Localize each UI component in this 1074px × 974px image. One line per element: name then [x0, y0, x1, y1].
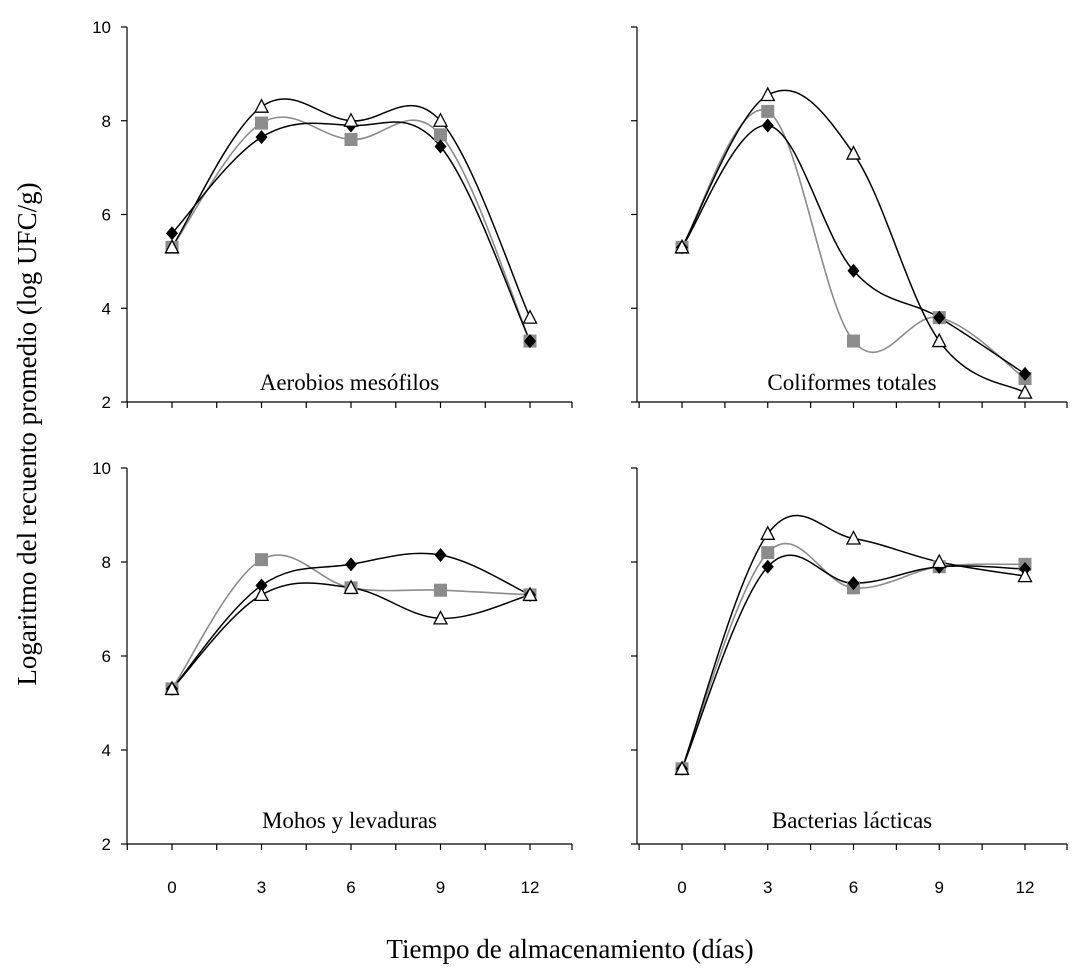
data-point-triangle — [1017, 384, 1033, 399]
data-point-triangle — [931, 553, 947, 569]
y-tick-label: 6 — [102, 206, 111, 225]
x-tick-label: 6 — [346, 878, 355, 897]
x-tick-label: 0 — [167, 878, 176, 897]
data-point-triangle — [760, 86, 776, 102]
x-tick-label: 9 — [436, 878, 445, 897]
panel-title: Coliformes totales — [767, 370, 936, 395]
data-point-diamond — [761, 118, 774, 133]
x-tick-label: 3 — [763, 878, 772, 897]
data-point-triangle — [931, 332, 947, 348]
data-point-triangle — [1017, 567, 1033, 583]
data-point-triangle — [674, 238, 690, 254]
data-point-diamond — [345, 557, 357, 572]
data-point-square — [344, 133, 358, 146]
chart-panel: Coliformes totales — [631, 26, 1068, 408]
series-line — [681, 109, 1026, 380]
y-axis-title: Logaritmo del recuento promedio (log UFC… — [12, 182, 42, 685]
data-point-diamond — [255, 130, 268, 145]
x-tick-label: 0 — [677, 878, 686, 897]
x-tick-label: 6 — [849, 878, 858, 897]
panels: 2 4 6 8 10 Aerobios mesófilos Coliformes total… — [92, 18, 1068, 897]
y-tick-label: 6 — [102, 647, 111, 666]
data-point-triangle — [164, 680, 180, 696]
x-axis-title: Tiempo de almacenamiento (días) — [386, 934, 753, 964]
data-point-triangle — [845, 145, 862, 160]
data-point-diamond — [933, 310, 946, 325]
series-line — [171, 121, 531, 342]
y-tick-label: 2 — [102, 393, 111, 412]
data-point-triangle — [432, 112, 449, 127]
data-point-triangle — [253, 586, 270, 602]
x-tick-label: 9 — [935, 878, 944, 897]
y-tick-label: 8 — [102, 553, 111, 572]
chart-panel: 2 4 6 8 10 0 3 6 9 12 Mohos y levaduras — [92, 459, 573, 897]
series-line — [171, 552, 531, 690]
data-point-diamond — [1019, 366, 1031, 381]
data-point-triangle — [674, 760, 690, 775]
data-point-square — [761, 104, 775, 118]
data-point-triangle — [343, 112, 359, 127]
chart-panel: 0 3 6 9 12 Bacterias lácticas — [631, 467, 1068, 897]
data-point-square — [847, 334, 860, 348]
y-tick-label: 4 — [102, 741, 111, 760]
data-point-triangle — [522, 309, 538, 324]
series-line — [681, 124, 1026, 375]
data-point-diamond — [434, 139, 447, 154]
data-point-square — [434, 128, 447, 142]
y-tick-label: 10 — [92, 18, 111, 37]
data-point-triangle — [164, 238, 180, 254]
panel-title: Aerobios mesófilos — [260, 370, 440, 395]
data-point-diamond — [847, 576, 860, 591]
y-tick-label: 2 — [102, 835, 111, 854]
data-point-diamond — [847, 263, 860, 278]
panel-title: Mohos y levaduras — [262, 808, 437, 833]
data-point-square — [255, 116, 268, 130]
data-point-diamond — [761, 559, 774, 574]
series-line — [171, 116, 531, 342]
data-point-diamond — [255, 578, 268, 593]
data-point-triangle — [760, 525, 776, 540]
data-point-triangle — [343, 579, 359, 594]
y-tick-label: 10 — [92, 459, 111, 478]
y-tick-label: 8 — [102, 112, 111, 131]
data-point-triangle — [845, 530, 862, 545]
data-point-triangle — [432, 609, 449, 625]
data-point-square — [434, 583, 447, 597]
panel-title: Bacterias lácticas — [772, 808, 932, 833]
chart-panel: 2 4 6 8 10 Aerobios mesófilos — [92, 18, 573, 412]
data-point-square — [761, 546, 775, 560]
series-line — [171, 554, 531, 690]
series-line — [681, 514, 1026, 770]
data-point-diamond — [524, 334, 536, 349]
data-point-diamond — [166, 226, 178, 241]
x-tick-label: 12 — [521, 878, 540, 897]
x-tick-label: 12 — [1016, 878, 1035, 897]
data-point-triangle — [253, 98, 270, 113]
y-tick-label: 4 — [102, 299, 111, 318]
data-point-diamond — [434, 547, 447, 562]
x-tick-label: 3 — [257, 878, 266, 897]
data-point-square — [255, 553, 268, 567]
data-point-triangle — [522, 586, 538, 602]
